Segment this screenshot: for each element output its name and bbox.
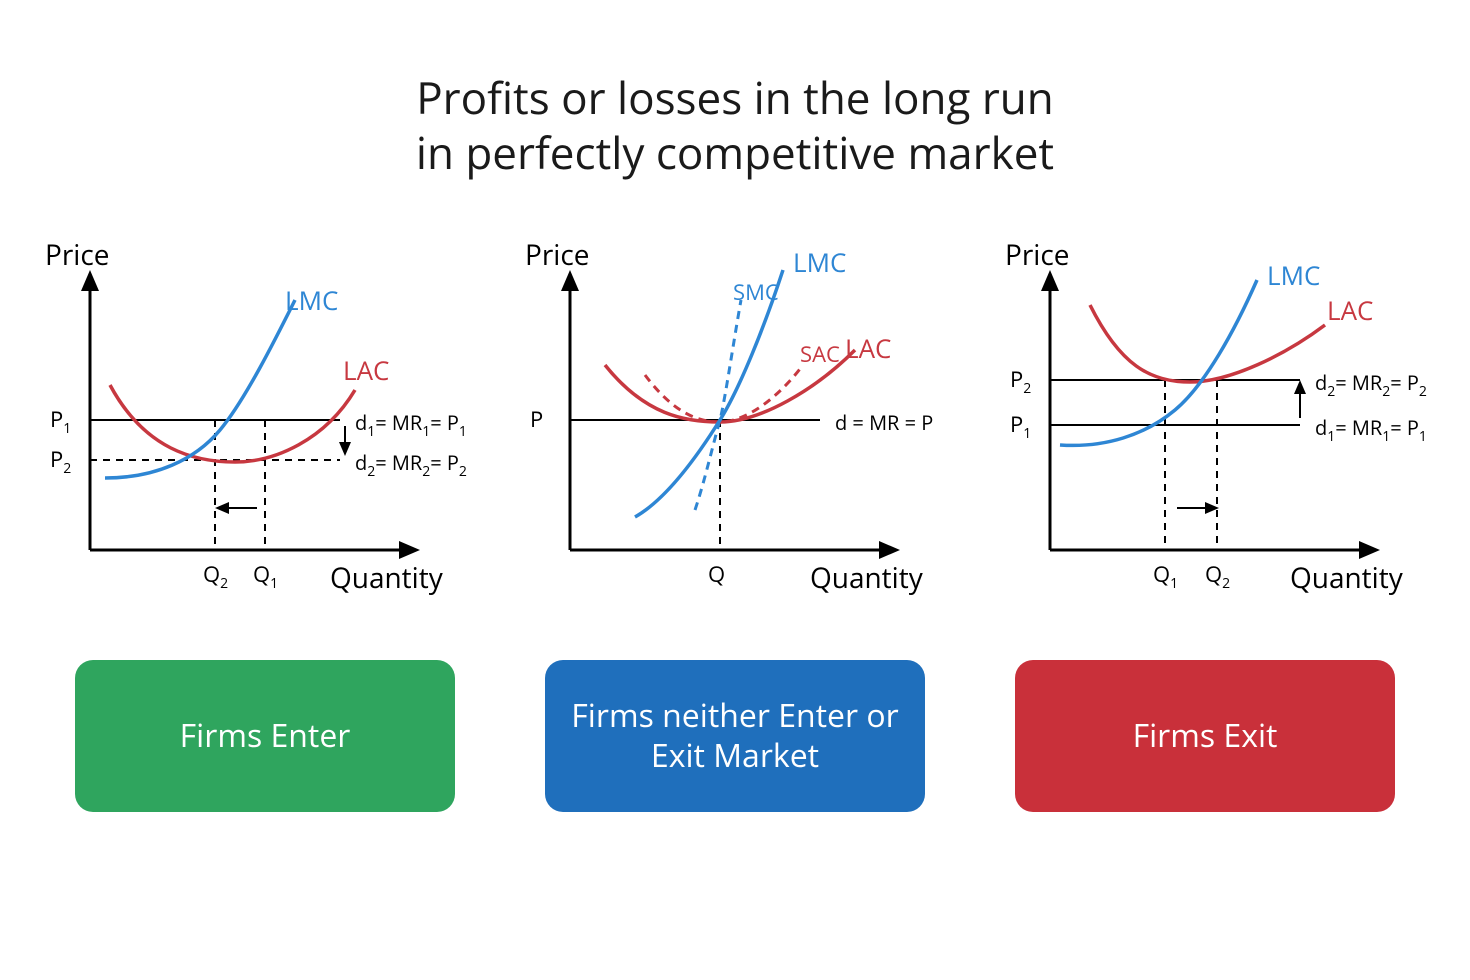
svg-text:Quantity: Quantity	[1290, 559, 1404, 597]
title-line-1: Profits or losses in the long run	[416, 67, 1054, 127]
badge-exit: Firms Exit	[1015, 660, 1395, 812]
chart-panel-exit: Price Quantity d2= MR2= P2 d1= MR1= P1 P2 P1 Q…	[995, 230, 1435, 630]
svg-text:d = MR = P: d = MR = P	[835, 409, 933, 436]
svg-text:P: P	[530, 404, 543, 434]
svg-text:LAC: LAC	[1327, 292, 1373, 328]
svg-text:LAC: LAC	[343, 352, 389, 388]
svg-text:d1= MR1= P1: d1= MR1= P1	[355, 409, 467, 441]
svg-text:Quantity: Quantity	[810, 559, 924, 597]
page-title: Profits or losses in the long run in per…	[416, 70, 1054, 180]
svg-text:LAC: LAC	[845, 330, 891, 366]
svg-text:LMC: LMC	[793, 244, 846, 280]
chart-panel-neither: PriceQuantityd = MR = PPQSMCSACLACLMC	[515, 230, 955, 630]
svg-text:Q1: Q1	[253, 559, 278, 593]
svg-text:d1= MR1= P1: d1= MR1= P1	[1315, 414, 1427, 446]
svg-text:Quantity: Quantity	[330, 559, 444, 597]
chart-panel-enter: Price Quantity d1= MR1= P1 d2= MR2= P2 P1 P2 Q…	[35, 230, 475, 630]
svg-text:SAC: SAC	[800, 339, 840, 369]
svg-text:d2= MR2= P2: d2= MR2= P2	[355, 449, 467, 481]
charts-row: Price Quantity d1= MR1= P1 d2= MR2= P2 P1 P2 Q…	[35, 230, 1435, 630]
svg-text:Q2: Q2	[203, 559, 228, 593]
svg-text:LMC: LMC	[285, 282, 338, 318]
svg-text:P2: P2	[1010, 364, 1031, 398]
svg-text:Price: Price	[525, 236, 590, 274]
svg-text:Q: Q	[708, 559, 725, 589]
title-line-2: in perfectly competitive market	[416, 122, 1054, 182]
svg-text:LMC: LMC	[1267, 257, 1320, 293]
svg-text:P1: P1	[50, 404, 71, 438]
svg-text:d2= MR2= P2: d2= MR2= P2	[1315, 369, 1427, 401]
svg-text:Q2: Q2	[1205, 559, 1230, 593]
svg-text:P2: P2	[50, 444, 71, 478]
svg-text:P1: P1	[1010, 409, 1031, 443]
badge-neither: Firms neither Enter or Exit Market	[545, 660, 925, 812]
svg-text:Price: Price	[1005, 236, 1070, 274]
badges-row: Firms Enter Firms neither Enter or Exit …	[35, 660, 1435, 812]
badge-enter: Firms Enter	[75, 660, 455, 812]
svg-text:Price: Price	[45, 236, 110, 274]
svg-text:Q1: Q1	[1153, 559, 1178, 593]
